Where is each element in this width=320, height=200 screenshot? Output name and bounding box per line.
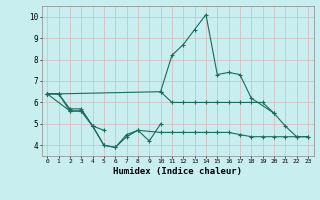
X-axis label: Humidex (Indice chaleur): Humidex (Indice chaleur) [113,167,242,176]
